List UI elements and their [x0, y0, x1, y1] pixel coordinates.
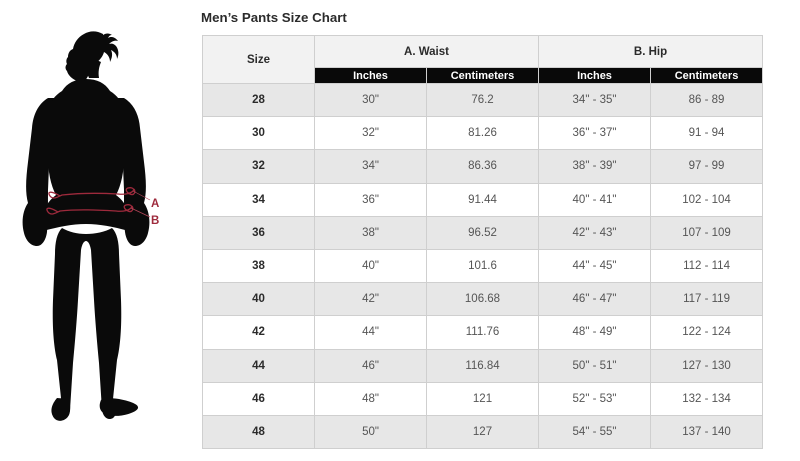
svg-text:B: B: [151, 215, 159, 227]
svg-text:A: A: [151, 198, 159, 210]
